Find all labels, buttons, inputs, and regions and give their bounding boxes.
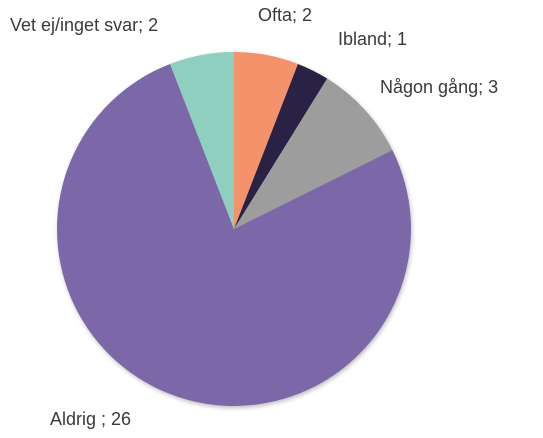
pie-slice (170, 52, 234, 229)
pie-slice (234, 63, 328, 229)
data-label: Någon gång; 3 (380, 77, 498, 97)
pie-slice (56, 63, 411, 407)
pie (56, 52, 411, 407)
data-label: Vet ej/inget svar; 2 (10, 15, 158, 35)
pie-slice (234, 52, 298, 229)
pie-slice (234, 78, 393, 229)
data-label: Aldrig ; 26 (50, 409, 131, 429)
data-label: Ofta; 2 (258, 5, 312, 25)
data-label: Ibland; 1 (338, 29, 407, 49)
